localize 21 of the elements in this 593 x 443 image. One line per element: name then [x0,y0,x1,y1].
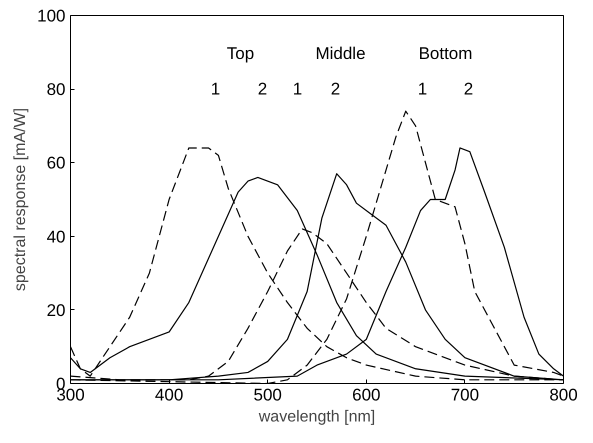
y-tick-label: 80 [46,80,66,100]
annotation: Top [226,44,254,63]
y-tick-label: 40 [46,227,66,246]
y-tick-label: 60 [46,154,66,173]
annotation: 2 [330,80,340,98]
annotation: 1 [418,80,428,98]
annotation: 1 [292,80,302,98]
x-tick-label: 400 [154,386,184,404]
x-tick-label: 700 [450,386,480,404]
x-tick-label: 800 [549,386,578,404]
y-tick-label: 20 [46,300,66,320]
y-axis-title: spectral response [mA/W] [12,108,30,292]
x-axis-title: wavelength [nm] [258,408,376,426]
annotation: 2 [258,80,268,98]
x-tick-label: 600 [352,386,380,404]
annotation: Bottom [418,44,472,63]
y-tick-label: 100 [37,6,66,26]
annotation: Middle [315,44,366,63]
x-tick-label: 500 [254,386,282,404]
annotation: 1 [210,80,220,98]
annotation: 2 [464,80,474,98]
